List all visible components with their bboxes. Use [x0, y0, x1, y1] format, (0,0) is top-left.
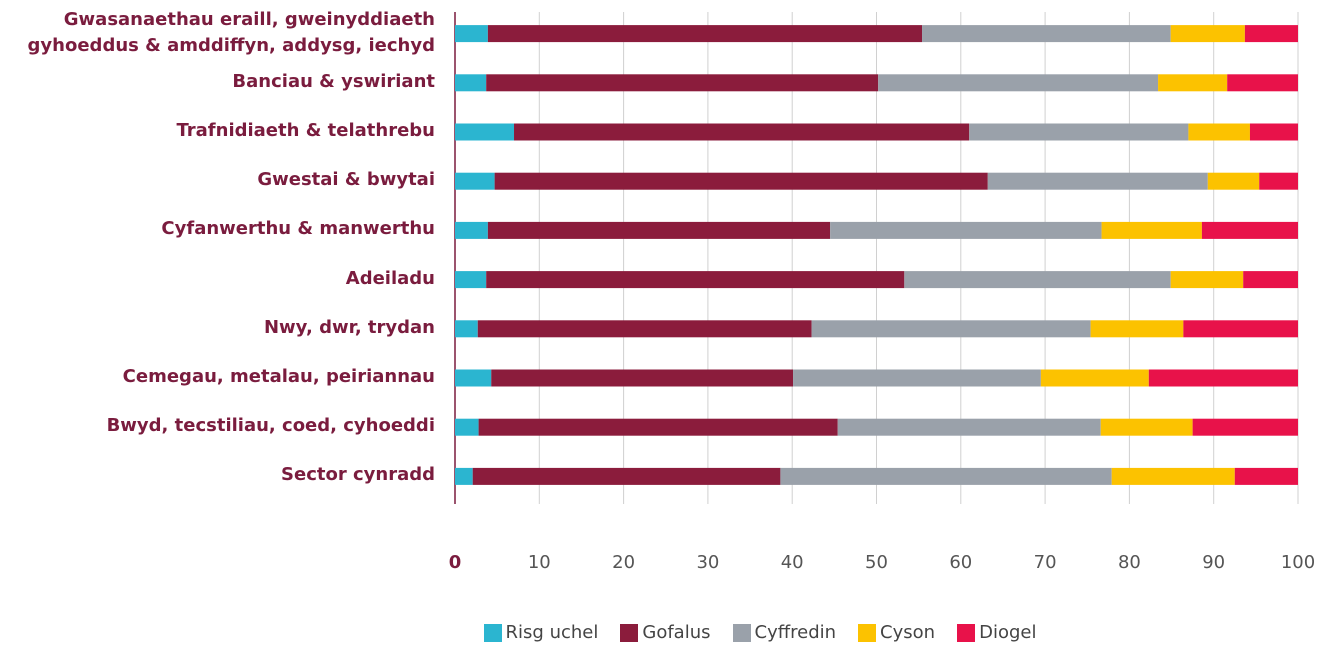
bar-segment: [1192, 418, 1298, 436]
category-label: Cyfanwerthu & manwerthu: [161, 218, 435, 240]
bar-segment: [455, 320, 478, 338]
category-label: Sector cynradd: [281, 464, 435, 486]
legend-swatch: [732, 623, 751, 642]
x-tick-label: 50: [865, 552, 888, 573]
bar-segment: [1100, 418, 1193, 436]
bar-segment: [486, 271, 905, 289]
bar-segment: [1183, 320, 1298, 338]
legend-item: Cyffredin: [732, 622, 837, 643]
bar-segment: [1249, 123, 1298, 141]
bar-segment: [922, 25, 1171, 43]
legend-label: Risg uchel: [505, 622, 599, 643]
x-tick-label: 90: [1202, 552, 1225, 573]
bar-segment: [878, 74, 1159, 92]
bar-segment: [1090, 320, 1184, 338]
category-label: Trafnidiaeth & telathrebu: [176, 120, 435, 141]
bar-segment: [1234, 467, 1298, 485]
bar-segment: [904, 271, 1171, 289]
legend-item: Diogel: [957, 622, 1036, 643]
x-tick-label: 60: [949, 552, 972, 573]
legend-swatch: [483, 623, 502, 642]
bar-segment: [455, 123, 515, 141]
bar-segment: [455, 271, 487, 289]
bar-segment: [837, 418, 1101, 436]
bar-segment: [455, 74, 487, 92]
legend-swatch: [858, 623, 877, 642]
bar-segment: [1207, 172, 1260, 190]
bar-segment: [1259, 172, 1298, 190]
legend-label: Cyffredin: [754, 622, 837, 643]
category-label: Bwyd, tecstiliau, coed, cyhoeddi: [106, 415, 435, 437]
bar-segment: [1148, 369, 1298, 387]
category-label: Banciau & yswiriant: [232, 70, 435, 92]
bar-segment: [830, 221, 1102, 239]
bar-segment: [1227, 74, 1298, 92]
bar-segment: [494, 172, 988, 190]
bar-segment: [487, 25, 923, 43]
category-label: Gwestai & bwytai: [257, 169, 435, 191]
x-tick-label: 70: [1034, 552, 1057, 573]
bar-segment: [1188, 123, 1250, 141]
bar-segment: [987, 172, 1208, 190]
x-tick-label: 10: [528, 552, 551, 573]
bar-segment: [969, 123, 1189, 141]
legend-label: Gofalus: [642, 622, 711, 643]
legend: Risg uchel Gofalus Cyffredin Cyson Diogel: [0, 622, 1330, 643]
bar-segment: [455, 467, 473, 485]
bar-segment: [472, 467, 781, 485]
legend-label: Diogel: [979, 622, 1037, 643]
bar-segment: [491, 369, 794, 387]
x-tick-label: 100: [1281, 552, 1315, 573]
legend-label: Cyson: [880, 622, 936, 643]
bar-segment: [455, 418, 479, 436]
bar-segment: [478, 418, 838, 436]
bar-segment: [811, 320, 1091, 338]
bar-segment: [1158, 74, 1228, 92]
bar-segment: [455, 369, 492, 387]
bar-segment: [1170, 25, 1245, 43]
bar-segment: [487, 221, 831, 239]
x-tick-label: 30: [696, 552, 719, 573]
x-tick-label: 0: [449, 552, 462, 573]
bar-segment: [455, 172, 495, 190]
bar-segment: [780, 467, 1112, 485]
bar-segment: [1244, 25, 1298, 43]
bar-segment: [486, 74, 879, 92]
legend-item: Cyson: [858, 622, 935, 643]
bar-segment: [793, 369, 1041, 387]
category-label: Nwy, dwr, trydan: [263, 316, 435, 338]
bar-segment: [1243, 271, 1298, 289]
bar-segment: [1201, 221, 1298, 239]
category-label: Adeiladu: [345, 267, 435, 289]
bar-segment: [455, 221, 488, 239]
bar-segment: [514, 123, 970, 141]
legend-item: Gofalus: [620, 622, 711, 643]
category-label: Gwasanaethau eraill, gweinyddiaeth gyhoe…: [27, 8, 435, 56]
legend-swatch: [957, 623, 976, 642]
legend-swatch: [620, 623, 639, 642]
bar-segment: [1101, 221, 1202, 239]
bar-segment: [455, 25, 488, 43]
bar-segment: [1170, 271, 1244, 289]
legend-item: Risg uchel: [483, 622, 599, 643]
category-label: Cemegau, metalau, peiriannau: [122, 366, 435, 387]
bar-segment: [1111, 467, 1235, 485]
bar-segment: [1040, 369, 1149, 387]
x-tick-label: 40: [781, 552, 804, 573]
x-tick-label: 80: [1118, 552, 1141, 573]
bar-segment: [477, 320, 812, 338]
x-tick-label: 20: [612, 552, 635, 573]
